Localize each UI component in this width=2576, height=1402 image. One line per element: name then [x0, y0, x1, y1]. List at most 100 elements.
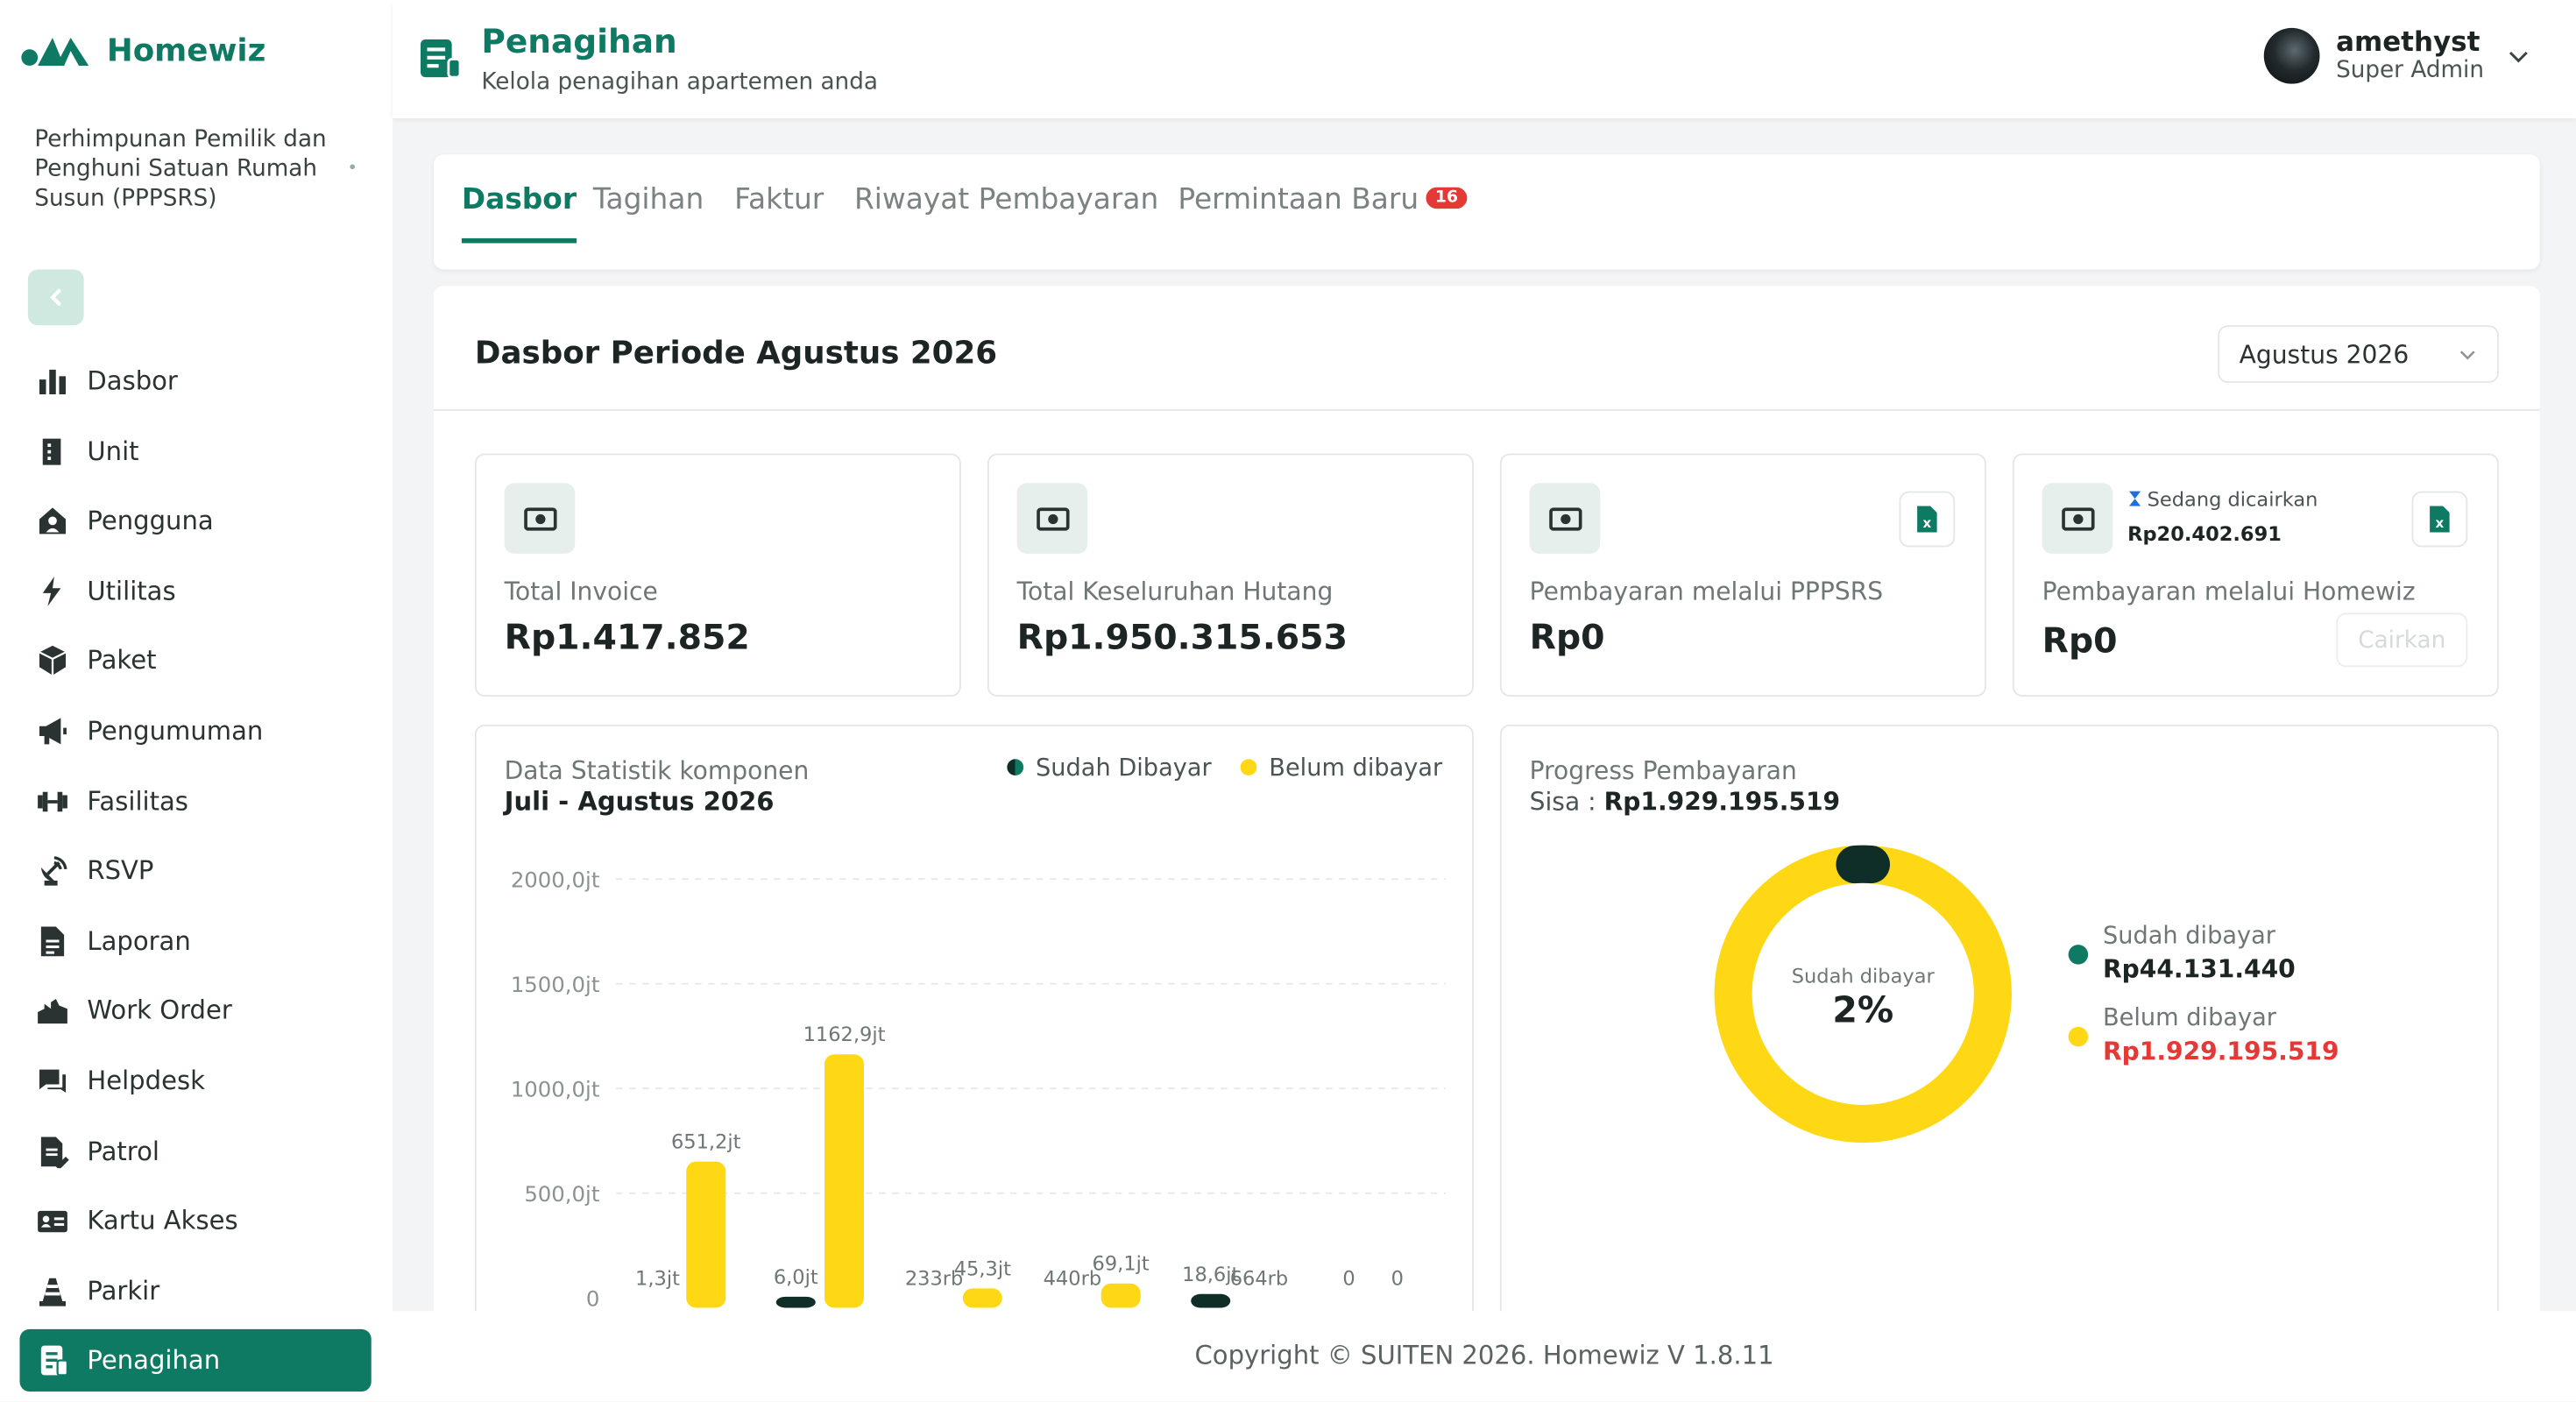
sidebar-item-label: Unit — [87, 435, 139, 466]
bar-paid — [1191, 1293, 1231, 1308]
sidebar-item-parkir[interactable]: Parkir — [20, 1260, 372, 1322]
invoice-icon — [36, 1344, 69, 1377]
sidebar-item-utilitas[interactable]: Utilitas — [20, 560, 372, 622]
period-select[interactable]: Agustus 2026 — [2218, 325, 2499, 383]
sidebar-item-fasilitas[interactable]: Fasilitas — [20, 770, 372, 832]
document-icon — [36, 924, 69, 958]
chevron-down-icon[interactable] — [2507, 44, 2530, 67]
dumbbell-icon — [36, 784, 69, 818]
excel-file-icon: x — [2430, 506, 2450, 533]
footer: Copyright © SUITEN 2026. Homewiz V 1.8.1… — [393, 1311, 2576, 1402]
megaphone-icon — [36, 715, 69, 748]
pending-disbursement: Sedang dicairkan — [2127, 488, 2318, 511]
brand-name: Homewiz — [106, 32, 266, 69]
legend-label: Sudah dibayar — [2103, 923, 2275, 950]
remaining-label: Sisa : — [1529, 787, 1596, 817]
stats-chart-panel: Data Statistik komponen Juli - Agustus 2… — [474, 724, 1474, 1312]
bar-paid — [775, 1296, 816, 1308]
export-excel-button[interactable]: x — [1899, 491, 1956, 548]
sidebar-item-work-order[interactable]: Work Order — [20, 980, 372, 1042]
legend-label: Belum dibayar — [2103, 1005, 2276, 1032]
sidebar-item-rsvp[interactable]: RSVP — [20, 839, 372, 902]
bar-data-label: 233rb — [905, 1267, 963, 1290]
tab-dasbor[interactable]: Dasbor — [461, 184, 577, 244]
sidebar-item-unit[interactable]: Unit — [20, 420, 372, 482]
stat-card-total-hutang: Total Keseluruhan Hutang Rp1.950.315.653 — [987, 453, 1474, 697]
money-icon — [2042, 483, 2113, 554]
legend-item-unpaid[interactable]: Belum dibayar — [1241, 756, 1442, 782]
sidebar-item-laporan[interactable]: Laporan — [20, 910, 372, 972]
org-switch-dot-icon[interactable] — [350, 164, 355, 170]
topbar: Penagihan Kelola penagihan apartemen and… — [393, 0, 2576, 118]
sidebar-item-dasbor[interactable]: Dasbor — [20, 350, 372, 412]
sidebar-item-label: Helpdesk — [87, 1066, 205, 1096]
bar-data-label: 45,3jt — [954, 1257, 1011, 1280]
factory-icon — [36, 995, 69, 1028]
bar-data-label: 1162,9jt — [803, 1023, 886, 1046]
id-card-icon — [36, 1205, 69, 1238]
money-icon — [504, 483, 576, 554]
chart-legend: Sudah Dibayar Belum dibayar — [1008, 756, 1442, 782]
dashboard-title: Dasbor Periode Agustus 2026 — [474, 335, 998, 372]
sidebar-item-helpdesk[interactable]: Helpdesk — [20, 1050, 372, 1112]
user-menu[interactable]: amethyst Super Admin — [2263, 26, 2530, 84]
notification-badge: 16 — [1425, 186, 1468, 209]
tab-permintaan-baru-label: Permintaan Baru — [1178, 184, 1419, 217]
stat-card-pembayaran-homewiz: Sedang dicairkan Rp20.402.691 x Pembayar… — [2012, 453, 2499, 697]
y-tick-label: 0 — [586, 1286, 600, 1312]
brand-logo[interactable]: Homewiz — [20, 32, 266, 69]
y-tick-label: 1500,0jt — [511, 972, 600, 997]
svg-text:x: x — [2436, 515, 2445, 531]
stat-value: Rp0 — [2042, 620, 2118, 661]
tab-faktur[interactable]: Faktur — [734, 184, 824, 217]
bar-unpaid — [962, 1288, 1002, 1308]
panel-label: Progress Pembayaran — [1529, 755, 1797, 786]
cairkan-button[interactable]: Cairkan — [2336, 612, 2468, 668]
legend-item-paid[interactable]: Sudah Dibayar — [1008, 756, 1212, 782]
stat-value: Rp1.417.852 — [504, 618, 750, 657]
collapse-sidebar-button[interactable] — [27, 269, 84, 326]
y-tick-label: 2000,0jt — [511, 867, 600, 893]
sidebar-item-kartu-akses[interactable]: Kartu Akses — [20, 1190, 372, 1252]
sidebar-item-label: Penagihan — [87, 1346, 221, 1376]
traffic-cone-icon — [36, 1274, 69, 1307]
export-excel-button[interactable]: x — [2411, 491, 2468, 548]
stat-card-pembayaran-pppsrs: x Pembayaran melalui PPPSRS Rp0 — [1499, 453, 1986, 697]
divider — [434, 408, 2540, 411]
legend-swatch — [2068, 945, 2089, 965]
donut-slice-paid — [1714, 845, 2012, 1144]
stat-label: Pembayaran melalui PPPSRS — [1529, 577, 1884, 606]
remaining-amount: Sisa : Rp1.929.195.519 — [1530, 787, 1841, 817]
tab-permintaan-baru[interactable]: Permintaan Baru 16 — [1178, 184, 1468, 244]
sidebar-item-pengguna[interactable]: Pengguna — [20, 490, 372, 552]
bar-chart-icon — [36, 365, 69, 398]
chevron-left-icon — [50, 288, 61, 306]
tab-riwayat-pembayaran[interactable]: Riwayat Pembayaran — [854, 184, 1159, 217]
panel-label: Data Statistik komponen — [504, 755, 810, 786]
user-role: Super Admin — [2336, 57, 2484, 84]
bar-unpaid — [1100, 1283, 1141, 1308]
donut-chart — [1714, 845, 2012, 1144]
sidebar-item-label: Parkir — [87, 1276, 160, 1306]
payment-progress-panel: Progress Pembayaran Sisa : Rp1.929.195.5… — [1499, 724, 2499, 1312]
organization-name[interactable]: Perhimpunan Pemilik dan Penghuni Satuan … — [34, 126, 327, 212]
sidebar-item-label: Work Order — [87, 995, 232, 1026]
sidebar-item-label: RSVP — [87, 856, 154, 886]
sidebar-item-patrol[interactable]: Patrol — [20, 1120, 372, 1182]
sidebar-item-label: Kartu Akses — [87, 1206, 238, 1236]
y-tick-label: 500,0jt — [524, 1181, 599, 1207]
stat-label: Total Invoice — [504, 577, 658, 606]
building-icon — [36, 435, 69, 468]
bar-data-label: 1,3jt — [635, 1267, 680, 1290]
bar-chart: 0 500,0jt 1000,0jt 1500,0jt 2000,0jt 1,3jt 6,0… — [511, 867, 1446, 1312]
legend-value: Rp1.929.195.519 — [2103, 1037, 2339, 1066]
sidebar-item-paket[interactable]: Paket — [20, 630, 372, 692]
bar-data-label: 18,6jt — [1182, 1264, 1239, 1286]
sidebar-item-pengumuman[interactable]: Pengumuman — [20, 700, 372, 762]
legend-swatch — [1241, 759, 1258, 775]
legend-label: Belum dibayar — [1269, 755, 1443, 782]
sidebar-item-penagihan[interactable]: Penagihan — [19, 1329, 372, 1392]
sidebar-item-label: Dasbor — [87, 366, 178, 396]
stat-card-total-invoice: Total Invoice Rp1.417.852 — [474, 453, 961, 697]
tab-tagihan[interactable]: Tagihan — [592, 184, 704, 217]
